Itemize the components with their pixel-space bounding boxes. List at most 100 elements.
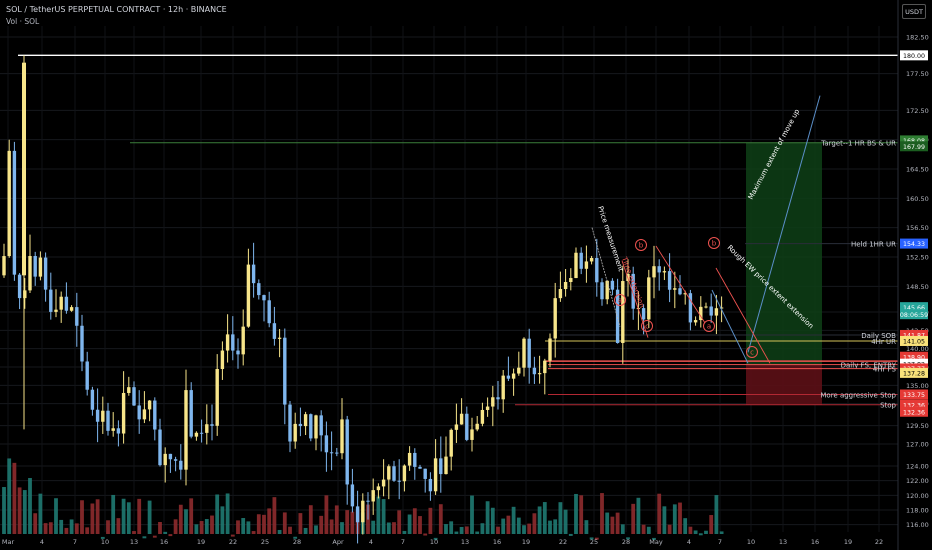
candle-body — [272, 323, 277, 339]
candle-body — [470, 429, 474, 440]
candle-body — [220, 350, 225, 370]
volume-bar — [184, 509, 188, 534]
price-tag-bg — [900, 50, 928, 61]
candle-body — [355, 506, 360, 523]
projection-line — [747, 95, 821, 353]
candle-body — [137, 405, 141, 420]
candle-body — [350, 484, 355, 507]
price-tag: 145.66 — [903, 305, 925, 312]
candle-body — [553, 298, 557, 339]
volume-bar — [80, 500, 84, 534]
volume-bar — [719, 531, 724, 534]
y-tick-label: 164.50 — [906, 166, 929, 174]
volume-bar — [163, 531, 168, 534]
volume-bar — [537, 506, 542, 534]
volume-bar — [490, 507, 495, 534]
volume-bar — [340, 522, 344, 534]
price-tag: 167.99 — [903, 144, 925, 151]
candle-body — [189, 390, 193, 437]
candle-body — [719, 307, 724, 309]
channel-line — [715, 267, 771, 364]
y-tick-label: 152.50 — [906, 254, 929, 262]
x-tick-label: 28 — [622, 538, 630, 546]
currency-button[interactable]: USDT — [902, 4, 926, 19]
candle-body — [480, 409, 485, 424]
trade-zones — [746, 142, 822, 405]
candle-body — [303, 414, 308, 427]
volume-bar — [464, 526, 469, 534]
volume-bar — [334, 505, 339, 534]
volume-bar — [173, 519, 178, 534]
volume-bar — [470, 495, 474, 534]
volume-bar — [199, 521, 204, 534]
volume-bar — [272, 497, 277, 534]
wave-circle — [746, 346, 758, 358]
candle-body — [366, 500, 370, 502]
candle-body — [465, 413, 469, 440]
volume-bar — [605, 512, 610, 534]
volume-bar — [220, 506, 225, 534]
volume-bar — [7, 458, 12, 534]
volume-bar — [527, 523, 532, 534]
candle-body — [673, 288, 677, 290]
x-tick-label: 16 — [160, 538, 168, 546]
volume-bar — [246, 521, 251, 534]
wave-label: c — [645, 323, 649, 331]
volume-bar — [267, 508, 272, 534]
candle-body — [475, 423, 479, 430]
candle-body — [709, 306, 713, 316]
x-tick-label: 10 — [101, 538, 109, 546]
candle-body — [345, 419, 349, 485]
volume-bar — [657, 493, 662, 534]
x-tick-label: 22 — [229, 538, 237, 546]
candle-body — [168, 453, 173, 460]
candle-body — [283, 337, 287, 405]
annotation-label: Price measurement — [596, 205, 625, 273]
target-zone — [746, 142, 822, 365]
candle-body — [142, 409, 147, 420]
x-tick-label: 4 — [369, 538, 373, 546]
volume-bar — [475, 531, 480, 534]
volume-bar — [667, 524, 672, 534]
candle-body — [127, 387, 131, 393]
measure-line — [591, 227, 621, 327]
volume-bar — [189, 498, 194, 534]
candle-body — [662, 271, 667, 273]
candle-body — [194, 432, 199, 437]
candle-body — [257, 283, 261, 296]
volume-bar — [516, 517, 521, 534]
x-tick-label: 22 — [875, 538, 883, 546]
candle-body — [173, 459, 178, 461]
candle-body — [80, 325, 84, 362]
candle-body — [241, 326, 245, 355]
volume-bar — [116, 518, 121, 534]
volume-bar — [610, 516, 615, 534]
volume-bar — [288, 526, 292, 534]
y-tick-label: 172.50 — [906, 107, 929, 115]
x-tick-label: 25 — [261, 538, 269, 546]
volume-bar — [152, 535, 157, 538]
candle-body — [418, 466, 422, 469]
level-label: More aggressive Stop — [820, 392, 896, 400]
y-tick-label: 160.50 — [906, 195, 929, 203]
candle-body — [340, 419, 344, 454]
candle-body — [7, 150, 11, 257]
volume-bar — [210, 515, 214, 534]
y-tick-label: 182.50 — [906, 34, 929, 42]
candle-body — [548, 338, 552, 361]
price-tag: 133.75 — [903, 392, 925, 399]
volume-bar — [714, 495, 719, 534]
volume-bar — [522, 525, 526, 534]
price-tag-bg — [900, 141, 928, 152]
candle-body — [595, 257, 599, 283]
volume-bar — [132, 531, 136, 534]
candle-body — [90, 389, 95, 410]
level-label: Daily SOB — [861, 332, 896, 340]
volume-bar — [548, 520, 552, 534]
y-tick-label: 124.00 — [906, 463, 929, 471]
volume-bar — [402, 530, 407, 534]
volume-bar — [646, 526, 651, 534]
candle-body — [522, 338, 526, 368]
candle-body — [199, 432, 204, 434]
